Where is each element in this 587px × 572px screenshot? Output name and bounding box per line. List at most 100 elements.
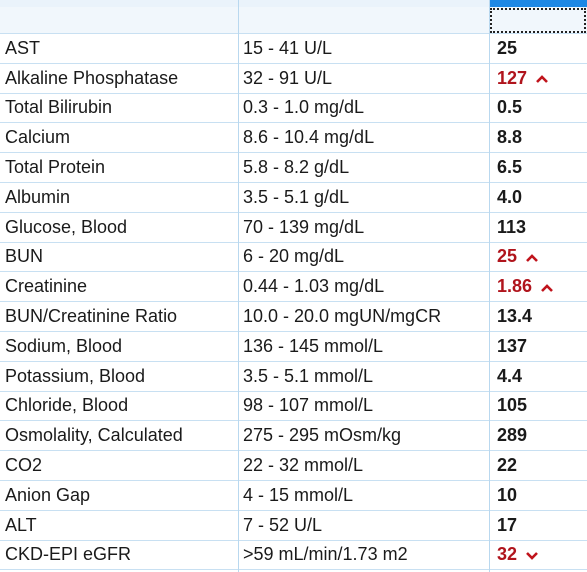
reference-range: 10.0 - 20.0 mgUN/mgCR <box>238 301 489 332</box>
result-cell: 1.86 <box>489 271 587 303</box>
chevron <box>526 551 538 560</box>
result-value: 4.4 <box>497 365 523 386</box>
result-cell: 137 <box>489 331 587 362</box>
test-name: Calcium <box>0 122 238 154</box>
result-cell: 4.0 <box>489 182 587 213</box>
test-name: Total Bilirubin <box>0 93 238 124</box>
result-value: 127 <box>497 67 528 88</box>
reference-range: 3.5 - 5.1 mmol/L <box>238 361 489 392</box>
result-value: 10 <box>497 484 518 505</box>
result-value: 113 <box>497 216 527 237</box>
test-name: ALT <box>0 510 238 541</box>
test-name: AST <box>0 33 238 64</box>
result-value: 13.4 <box>497 306 533 327</box>
test-name: Chloride, Blood <box>0 391 238 422</box>
result-cell: 113 <box>489 212 587 243</box>
reference-range: 32 - 91 U/L <box>238 63 489 94</box>
blank-row <box>0 7 587 34</box>
reference-range: 0.44 - 1.03 mg/dL <box>238 271 489 303</box>
result-cell: 105 <box>489 391 587 422</box>
result-value: 105 <box>497 395 528 416</box>
result-row: AST 15 - 41 U/L 25 <box>0 33 587 64</box>
result-row: Osmolality, Calculated 275 - 295 mOsm/kg 2… <box>0 420 587 452</box>
reference-range: 7 - 52 U/L <box>238 510 489 541</box>
test-name: Albumin <box>0 182 238 213</box>
test-name: Anion Gap <box>0 480 238 511</box>
selected-header <box>490 0 587 7</box>
result-row: Glucose, Blood 70 - 139 mg/dL 113 <box>0 212 587 243</box>
test-name: Total Protein <box>0 152 238 183</box>
test-name: Sodium, Blood <box>0 331 238 362</box>
result-value: 289 <box>497 425 528 446</box>
focused-cell[interactable] <box>489 7 587 34</box>
results-table: AST 15 - 41 U/L 25 Alkaline Phosphatase 32 -… <box>0 7 587 571</box>
result-cell: 25 <box>489 242 587 273</box>
result-cell: 17 <box>489 510 587 541</box>
result-cell: 127 <box>489 63 587 94</box>
result-row: Total Bilirubin 0.3 - 1.0 mg/dL 0.5 <box>0 93 587 124</box>
result-row: Chloride, Blood 98 - 107 mmol/L 105 <box>0 391 587 422</box>
result-cell: 32 <box>489 540 587 571</box>
reference-range: 3.5 - 5.1 g/dL <box>238 182 489 213</box>
test-name: BUN <box>0 242 238 273</box>
result-value: 32 <box>497 544 518 565</box>
result-value: 25 <box>497 246 518 267</box>
result-cell: 22 <box>489 450 587 481</box>
result-value: 1.86 <box>497 276 533 297</box>
reference-range: 98 - 107 mmol/L <box>238 391 489 422</box>
result-row: Albumin 3.5 - 5.1 g/dL 4.0 <box>0 182 587 213</box>
result-row: CO2 22 - 32 mmol/L 22 <box>0 450 587 481</box>
chevron <box>526 253 538 262</box>
result-cell: 0.5 <box>489 93 587 124</box>
result-row: Sodium, Blood 136 - 145 mmol/L 137 <box>0 331 587 362</box>
reference-range: 5.8 - 8.2 g/dL <box>238 152 489 183</box>
result-row: Alkaline Phosphatase 32 - 91 U/L 127 <box>0 63 587 94</box>
result-row: Total Protein 5.8 - 8.2 g/dL 6.5 <box>0 152 587 183</box>
result-value: 8.8 <box>497 127 523 148</box>
test-name: CKD-EPI eGFR <box>0 540 238 571</box>
high-flag-icon <box>536 75 548 83</box>
result-cell: 289 <box>489 420 587 452</box>
result-row: Creatinine 0.44 - 1.03 mg/dL 1.86 <box>0 271 587 303</box>
result-cell: 4.4 <box>489 361 587 392</box>
result-cell: 13.4 <box>489 301 587 332</box>
reference-range: 8.6 - 10.4 mg/dL <box>238 122 489 154</box>
column-divider <box>238 0 239 572</box>
high-flag-icon <box>541 283 553 292</box>
result-value: 17 <box>497 514 518 535</box>
test-name: BUN/Creatinine Ratio <box>0 301 238 332</box>
result-row: BUN 6 - 20 mg/dL 25 <box>0 242 587 273</box>
result-value: 25 <box>497 37 518 58</box>
result-row: ALT 7 - 52 U/L 17 <box>0 510 587 541</box>
test-name: Creatinine <box>0 271 238 303</box>
result-value: 137 <box>497 335 528 356</box>
result-value: 0.5 <box>497 97 523 118</box>
result-cell: 6.5 <box>489 152 587 183</box>
result-value: 22 <box>497 455 518 476</box>
reference-range: 136 - 145 mmol/L <box>238 331 489 362</box>
reference-range: 275 - 295 mOsm/kg <box>238 420 489 452</box>
reference-range: 0.3 - 1.0 mg/dL <box>238 93 489 124</box>
high-flag-icon <box>526 253 538 262</box>
result-cell: 8.8 <box>489 122 587 154</box>
result-row: CKD-EPI eGFR >59 mL/min/1.73 m2 32 <box>0 540 587 571</box>
reference-range: 4 - 15 mmol/L <box>238 480 489 511</box>
low-flag-icon <box>526 551 538 560</box>
column-divider <box>489 0 490 572</box>
reference-range: 22 - 32 mmol/L <box>238 450 489 481</box>
result-cell: 25 <box>489 33 587 64</box>
chevron <box>541 283 553 292</box>
test-name: Osmolality, Calculated <box>0 420 238 452</box>
test-name: Potassium, Blood <box>0 361 238 392</box>
reference-range: 6 - 20 mg/dL <box>238 242 489 273</box>
result-value: 4.0 <box>497 186 523 207</box>
test-name: CO2 <box>0 450 238 481</box>
reference-range: 15 - 41 U/L <box>238 33 489 64</box>
reference-range: 70 - 139 mg/dL <box>238 212 489 243</box>
result-row: Potassium, Blood 3.5 - 5.1 mmol/L 4.4 <box>0 361 587 392</box>
result-row: Calcium 8.6 - 10.4 mg/dL 8.8 <box>0 122 587 154</box>
result-cell: 10 <box>489 480 587 511</box>
reference-range: >59 mL/min/1.73 m2 <box>238 540 489 571</box>
test-name: Glucose, Blood <box>0 212 238 243</box>
